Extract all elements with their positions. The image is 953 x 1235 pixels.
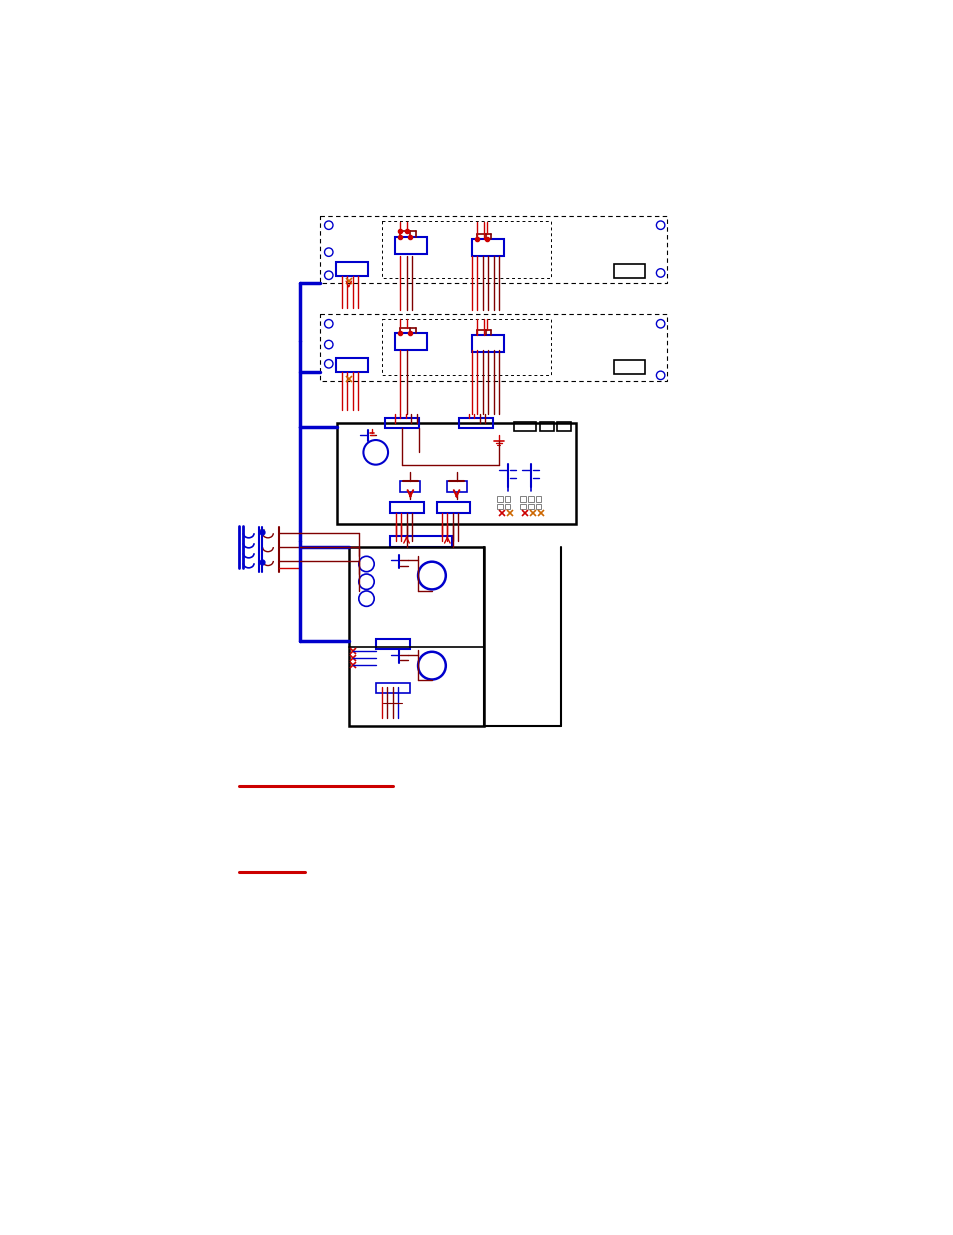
Bar bbox=[320, 314, 666, 380]
Bar bbox=[504, 496, 510, 501]
Bar bbox=[539, 421, 553, 431]
Bar bbox=[472, 240, 504, 256]
Bar bbox=[536, 496, 540, 501]
Bar bbox=[390, 536, 452, 547]
Bar bbox=[320, 216, 666, 283]
Bar bbox=[446, 480, 466, 492]
Bar bbox=[375, 638, 409, 650]
Bar bbox=[381, 221, 551, 278]
Bar bbox=[497, 504, 502, 509]
Bar bbox=[472, 336, 504, 352]
Bar bbox=[436, 503, 470, 514]
Bar bbox=[504, 504, 510, 509]
Bar bbox=[260, 530, 264, 534]
Bar bbox=[528, 496, 533, 501]
Bar bbox=[390, 503, 424, 514]
Bar bbox=[536, 504, 540, 509]
Bar bbox=[349, 547, 483, 726]
Bar bbox=[557, 421, 571, 431]
Bar bbox=[614, 359, 644, 374]
Bar bbox=[335, 358, 368, 372]
Bar bbox=[514, 421, 536, 431]
Bar bbox=[395, 333, 427, 350]
Bar bbox=[528, 504, 533, 509]
Bar bbox=[336, 424, 576, 524]
Bar bbox=[375, 683, 409, 693]
Bar bbox=[400, 480, 420, 492]
Bar bbox=[458, 417, 493, 429]
Bar bbox=[335, 262, 368, 275]
Bar bbox=[614, 264, 644, 278]
Bar bbox=[520, 504, 525, 509]
Bar bbox=[395, 237, 427, 253]
Bar bbox=[497, 496, 502, 501]
Bar bbox=[520, 496, 525, 501]
Bar bbox=[381, 319, 551, 375]
Bar bbox=[385, 417, 418, 429]
